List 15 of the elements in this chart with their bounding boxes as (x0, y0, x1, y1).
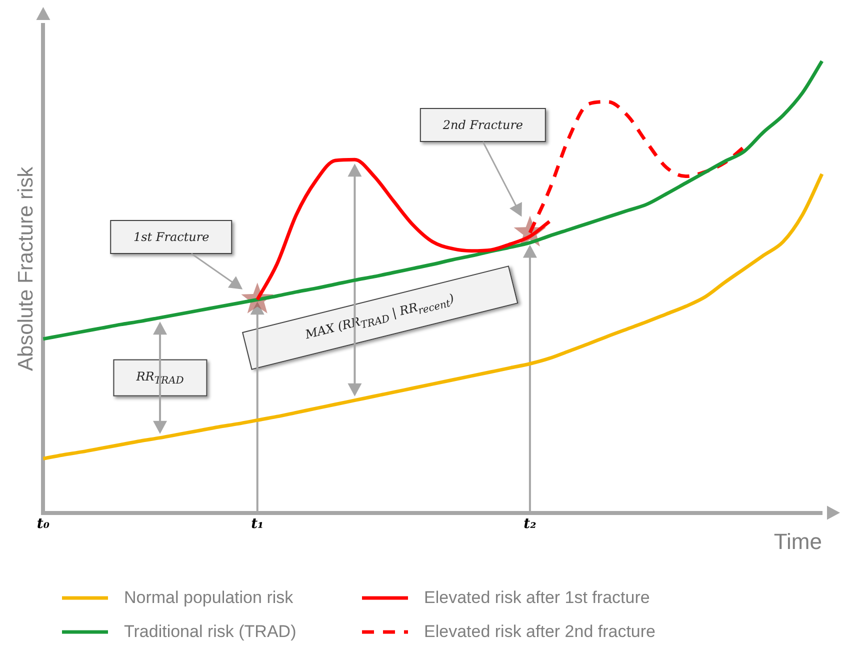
x-tick-label: t₀ (36, 516, 50, 532)
legend-label: Elevated risk after 2nd fracture (424, 622, 656, 642)
x-tick-label: t₁ (251, 516, 264, 532)
callout-box: 1st Fracture (110, 220, 232, 254)
y-axis-title: Absolute Fracture risk (14, 166, 38, 372)
x-axis-title: Time (774, 528, 822, 554)
legend-label: Elevated risk after 1st fracture (424, 588, 650, 608)
annotation: 2nd Fracture (442, 118, 524, 132)
legend-label: Normal population risk (124, 588, 294, 608)
callout-box: RR$_{TRAD}$ (113, 359, 207, 396)
annotation: 1st Fracture (133, 230, 210, 244)
annotation: RR$_{TRAD}$ (136, 369, 184, 386)
legend-label: Traditional risk (TRAD) (124, 622, 296, 642)
callout-box: 2nd Fracture (420, 108, 546, 142)
x-tick-label: t₂ (524, 516, 536, 532)
